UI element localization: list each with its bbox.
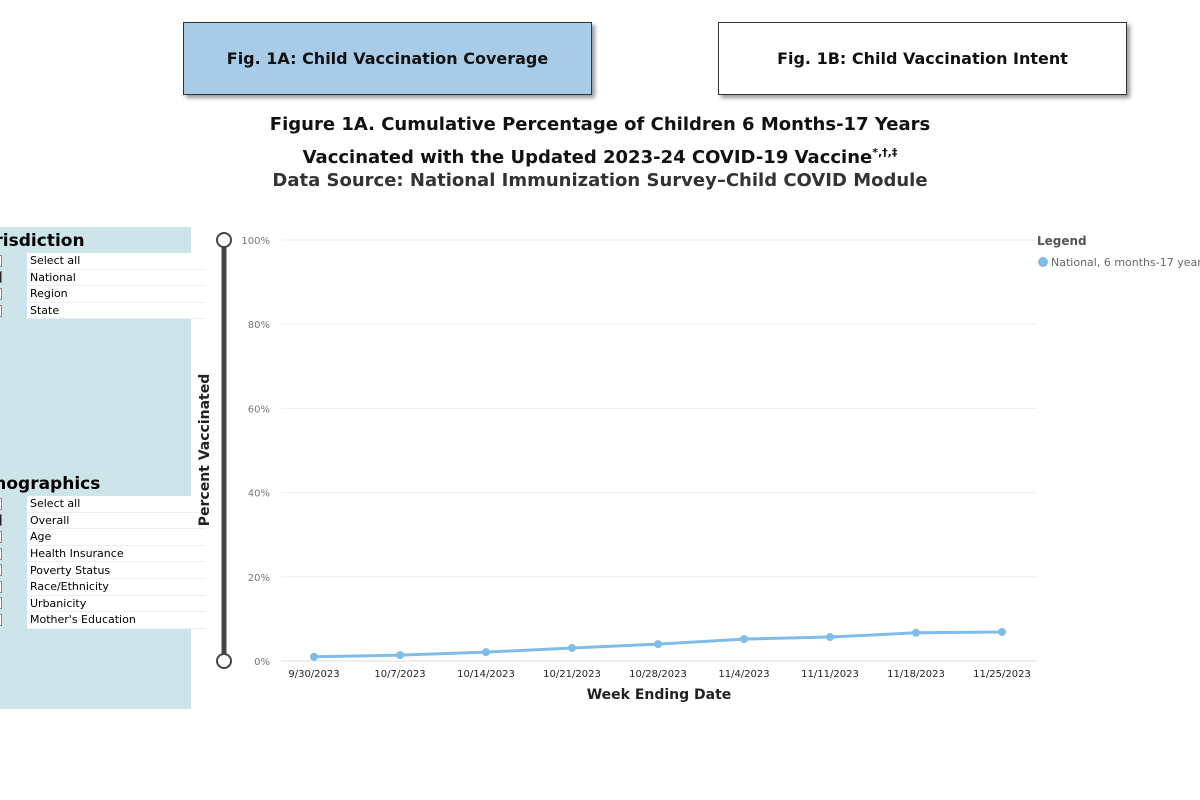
checkbox-icon[interactable]: [0, 530, 2, 543]
x-tick-label: 11/4/2023: [718, 669, 769, 680]
checkbox-icon[interactable]: [0, 597, 2, 610]
checkbox-icon[interactable]: ✓: [0, 514, 2, 527]
checkbox-icon[interactable]: [0, 304, 2, 317]
slicer-item-label: Race/Ethnicity: [30, 580, 109, 594]
legend-title: Legend: [1037, 234, 1087, 248]
y-tick-label: 100%: [241, 236, 270, 247]
checkbox-icon[interactable]: [0, 254, 2, 267]
slicer-item[interactable]: Region: [0, 286, 206, 303]
legend-item: National, 6 months-17 years: [1051, 256, 1200, 269]
slicer-item[interactable]: Urbanicity: [0, 596, 206, 613]
slicer-item-label: Select all: [30, 254, 81, 268]
demographics-slicer: Demographics Select all ✓ Overall Age Health…: [0, 462, 206, 709]
slicer-item-label: National: [30, 270, 76, 284]
x-tick-label: 9/30/2023: [288, 669, 339, 680]
tab-fig-1b[interactable]: Fig. 1B: Child Vaccination Intent: [718, 22, 1127, 95]
tab-label: Fig. 1B: Child Vaccination Intent: [777, 49, 1068, 68]
slicer-item[interactable]: Select all: [0, 253, 206, 270]
figure-title-line2: Vaccinated with the Updated 2023-24 COVI…: [200, 139, 1000, 172]
data-point: [740, 635, 748, 644]
slicer-title: Jurisdiction: [0, 231, 85, 251]
slicer-item[interactable]: ✓ National: [0, 270, 206, 287]
x-tick-label: 10/21/2023: [543, 669, 601, 680]
checkbox-icon[interactable]: [0, 287, 2, 300]
slicer-item[interactable]: Poverty Status: [0, 562, 206, 579]
series-line: [313, 630, 1003, 659]
range-slider-handle-top: [216, 232, 232, 248]
slicer-item[interactable]: Select all: [0, 496, 206, 513]
title-text: Vaccinated with the Updated 2023-24 COVI…: [302, 147, 873, 168]
slicer-item-label: Mother's Education: [30, 613, 136, 627]
figure-title-line1: Figure 1A. Cumulative Percentage of Chil…: [269, 114, 931, 135]
y-tick-label: 40%: [248, 489, 270, 500]
legend-marker: [1038, 257, 1048, 267]
slicer-item-label: Region: [30, 287, 68, 301]
data-point: [998, 627, 1006, 636]
checkbox-icon[interactable]: [0, 497, 2, 510]
x-tick-label: 10/14/2023: [457, 669, 515, 680]
slicer-item-label: State: [30, 304, 60, 318]
slicer-item[interactable]: Mother's Education: [0, 612, 206, 629]
slicer-item-label: Health Insurance: [30, 547, 124, 561]
data-source: Data Source: National Immunization Surve…: [272, 170, 928, 191]
slicer-item[interactable]: State: [0, 303, 206, 320]
slicer-title: Demographics: [0, 474, 101, 494]
y-tick-label: 20%: [248, 573, 270, 584]
data-point: [396, 651, 404, 660]
checkbox-icon[interactable]: [0, 564, 2, 577]
footnote-marks: *,†,‡: [872, 146, 898, 159]
tab-fig-1a[interactable]: Fig. 1A: Child Vaccination Coverage: [183, 22, 592, 95]
x-axis-title: Week Ending Date: [587, 687, 732, 703]
slicer-item[interactable]: ✓ Overall: [0, 513, 206, 530]
slicer-item-label: Select all: [30, 497, 81, 511]
data-point: [654, 640, 662, 649]
x-tick-label: 11/18/2023: [887, 669, 945, 680]
slicer-item[interactable]: Race/Ethnicity: [0, 579, 206, 596]
x-tick-label: 11/25/2023: [973, 669, 1031, 680]
slicer-item-label: Age: [30, 530, 52, 544]
data-point: [912, 628, 920, 637]
x-tick-label: 10/7/2023: [374, 669, 425, 680]
checkbox-icon[interactable]: [0, 613, 2, 626]
checkbox-icon[interactable]: [0, 580, 2, 593]
jurisdiction-slicer: Jurisdiction Select all ✓ National Region St…: [0, 227, 206, 462]
data-point: [826, 633, 834, 642]
y-tick-label: 0%: [254, 657, 270, 668]
x-tick-label: 11/11/2023: [801, 669, 859, 680]
data-point: [482, 648, 490, 657]
slicer-item-label: Poverty Status: [30, 563, 111, 577]
y-tick-label: 60%: [248, 404, 270, 415]
checkbox-icon[interactable]: ✓: [0, 271, 2, 284]
tab-label: Fig. 1A: Child Vaccination Coverage: [226, 49, 549, 68]
x-tick-label: 10/28/2023: [629, 669, 687, 680]
slicer-item[interactable]: Health Insurance: [0, 546, 206, 563]
y-tick-label: 80%: [248, 320, 270, 331]
checkbox-icon[interactable]: [0, 547, 2, 560]
data-point: [568, 643, 576, 652]
data-point: [310, 652, 318, 661]
slicer-item-label: Urbanicity: [30, 596, 87, 610]
range-slider-handle-bottom: [216, 653, 232, 669]
slicer-item-label: Overall: [30, 513, 70, 527]
slicer-item[interactable]: Age: [0, 529, 206, 546]
